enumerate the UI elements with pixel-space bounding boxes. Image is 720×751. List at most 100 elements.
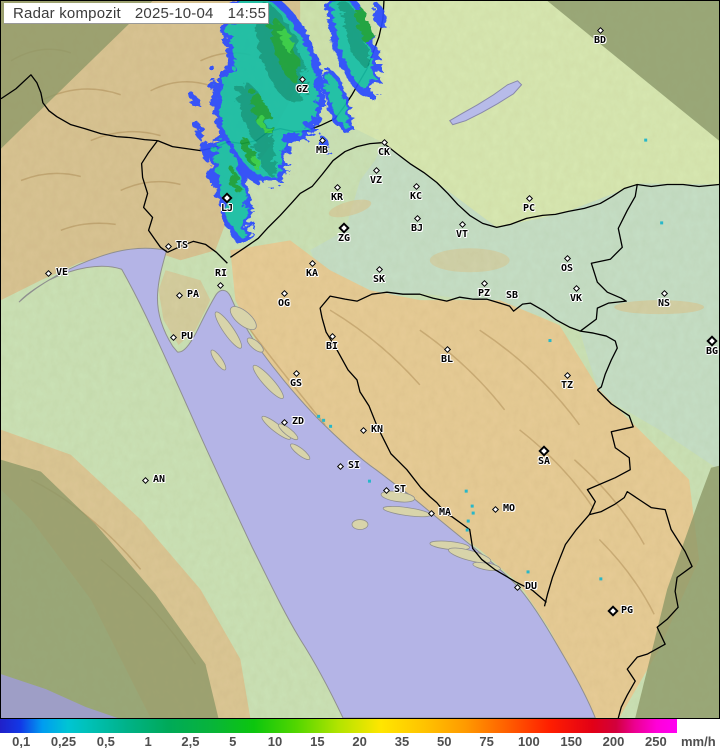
city-label: TZ [561, 380, 574, 391]
map-canvas [1, 1, 719, 718]
echo-fringe-blue [204, 164, 215, 183]
legend-tick: 0,1 [12, 734, 31, 749]
city-label: KA [306, 268, 319, 279]
echo-core-green [266, 14, 297, 79]
city-label: OS [561, 263, 574, 274]
city-label: RI [215, 268, 228, 279]
echo-bright-green [249, 152, 257, 169]
echo-bright-green [276, 23, 290, 51]
echo-speck [465, 528, 469, 532]
echo-main-teal [213, 135, 244, 234]
echo-speck [317, 414, 321, 418]
city-label: OG [278, 298, 291, 309]
city-label: PA [187, 289, 200, 300]
echo-core-green [352, 1, 370, 44]
city-label: VE [56, 267, 69, 278]
echo-bright-green [257, 113, 268, 133]
city-label: PZ [478, 288, 491, 299]
legend-tick: 0,5 [96, 734, 115, 749]
city-label: MO [503, 503, 516, 514]
echo-speck [548, 339, 552, 343]
city-label: SA [538, 456, 551, 467]
city-label: SB [506, 290, 519, 301]
lake-balaton [449, 80, 523, 126]
echo-dark-teal [338, 1, 366, 64]
city-label: BG [706, 346, 719, 357]
legend-tick: 75 [479, 734, 494, 749]
city-label: VZ [370, 175, 383, 186]
echo-core-green [240, 135, 253, 163]
legend-tick: 5 [229, 734, 237, 749]
legend-tick: 0,25 [50, 734, 77, 749]
city-label: VK [570, 293, 583, 304]
city-label: NS [658, 298, 671, 309]
legend-tick-labels: 0,1 0,25 0,5 1 2,5 5 10 15 20 35 50 75 100 150 200 250 [0, 733, 677, 751]
city-label: PC [523, 203, 536, 214]
legend-tick: 1 [144, 734, 152, 749]
city-label: TS [176, 240, 189, 251]
city-label: BI [326, 341, 339, 352]
legend-tick: 15 [310, 734, 325, 749]
rain-rate-legend: 0,1 0,25 0,5 1 2,5 5 10 15 20 35 50 75 100 150 200 250 … [0, 719, 720, 751]
city-label: KC [410, 191, 423, 202]
echo-speck [644, 138, 648, 142]
city-label: SI [348, 460, 361, 471]
legend-tick: 2,5 [181, 734, 200, 749]
echo-fringe-blue [186, 89, 195, 104]
legend-tick: 150 [560, 734, 583, 749]
echo-dark-teal [252, 129, 273, 172]
city-label: ST [394, 484, 407, 495]
city-label: ZD [292, 416, 305, 427]
legend-unit: mm/h [681, 734, 716, 749]
title-bar: Radar kompozit 2025-10-04 14:55 [4, 3, 269, 24]
legend-color-scale [0, 719, 677, 733]
city-label: DU [525, 581, 538, 592]
city-label: PU [181, 331, 194, 342]
city-label: ZG [338, 233, 351, 244]
city-label: KR [331, 192, 344, 203]
echo-main-teal [322, 70, 344, 124]
city-label: LJ [221, 203, 234, 214]
observation-time: 14:55 [227, 4, 267, 22]
city-label: BJ [411, 223, 424, 234]
city-label: BL [441, 354, 454, 365]
city-label: MA [439, 507, 452, 518]
radar-map: BD GZ MB CK VZ KR KC LJ BJ PC VT ZG TS VE OS KA SK RI PZ SB… [0, 0, 720, 719]
product-name: Radar kompozit [13, 4, 121, 22]
legend-tick: 20 [352, 734, 367, 749]
radar-specks [317, 138, 664, 581]
radar-echoes [186, 1, 384, 244]
echo-speck [470, 504, 474, 508]
city-label: CK [378, 147, 391, 158]
city-label: AN [153, 474, 166, 485]
echo-speck [599, 577, 603, 581]
echo-speck [466, 519, 470, 523]
city-label: MB [316, 145, 329, 156]
city-label: SK [373, 274, 386, 285]
echo-fringe-blue [191, 120, 202, 137]
legend-tick: 200 [602, 734, 625, 749]
echo-fringe-blue [369, 1, 384, 26]
islands [210, 306, 501, 572]
observation-date: 2025-10-04 [134, 4, 214, 22]
city-label: KN [371, 424, 384, 435]
echo-fringe-blue [196, 137, 210, 160]
adriatic-sea [18, 247, 596, 718]
echo-dark-teal [235, 79, 270, 146]
echo-speck [660, 221, 664, 225]
legend-tick: 50 [437, 734, 452, 749]
legend-tick: 100 [518, 734, 540, 749]
legend-tick: 250 [644, 734, 667, 749]
city-label: GS [290, 378, 303, 389]
echo-speck [464, 489, 468, 493]
legend-tick: 10 [267, 734, 283, 749]
echo-core-green [226, 163, 237, 190]
legend-tick: 35 [394, 734, 410, 749]
city-label: BD [594, 35, 607, 46]
city-label: GZ [296, 84, 309, 95]
echo-speck [322, 418, 326, 422]
city-label: PG [621, 605, 634, 616]
echo-speck [329, 424, 333, 428]
echo-speck [526, 570, 530, 574]
